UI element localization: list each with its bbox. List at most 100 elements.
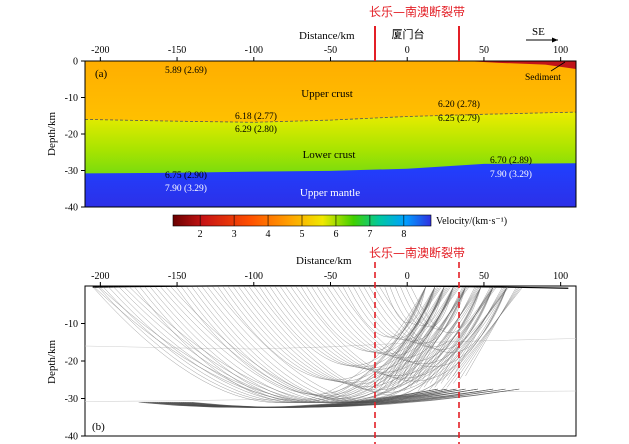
panel-a-x-tick-label: 50 xyxy=(479,45,489,56)
ray-path xyxy=(379,286,508,353)
ray-path xyxy=(385,287,460,392)
velocity-label-9: 7.90 (3.29) xyxy=(490,169,532,180)
velocity-label-4: 6.20 (2.78) xyxy=(438,99,480,110)
panel-a-x-axis-label: Distance/km xyxy=(299,30,355,42)
panel-b-x-tick-label: 0 xyxy=(405,271,410,282)
ray-path xyxy=(316,286,454,356)
panel-b-y-tick-label: -40 xyxy=(65,432,78,443)
panel-b-x-tick-label: -50 xyxy=(324,271,337,282)
ray-path xyxy=(402,287,445,377)
panel-a-y-tick-label: -30 xyxy=(65,166,78,177)
upper-mantle-region xyxy=(85,163,576,207)
ray-path xyxy=(98,286,508,403)
ray-path xyxy=(428,287,475,377)
ray-path xyxy=(397,287,457,384)
ray-path xyxy=(399,287,468,388)
ray-path xyxy=(459,287,518,380)
panel-a-y-tick-label: -40 xyxy=(65,203,78,214)
ray-path xyxy=(465,287,517,377)
colorbar-tick-label: 6 xyxy=(333,229,338,240)
panel-a-label: (a) xyxy=(95,68,108,80)
panel-b-y-tick-label: -10 xyxy=(65,319,78,330)
ray-path xyxy=(391,287,459,388)
velocity-label-3: 6.29 (2.80) xyxy=(235,124,277,135)
ray-path xyxy=(93,286,494,403)
ray-path xyxy=(453,287,520,384)
panel-a-x-tick-label: -150 xyxy=(168,45,186,56)
ray-path xyxy=(390,287,448,384)
panel-b-label: (b) xyxy=(92,421,105,433)
ray-path xyxy=(382,287,439,384)
ray-path xyxy=(436,287,492,380)
ray-path xyxy=(416,287,478,384)
ray-path xyxy=(238,286,466,387)
panel-a-y-tick-label: -10 xyxy=(65,93,78,104)
panel-a-x-tick-label: -200 xyxy=(91,45,109,56)
ray-path xyxy=(384,287,449,388)
panel-b-x-tick-label: -200 xyxy=(91,271,109,282)
colorbar-label: Velocity/(km·s⁻¹) xyxy=(436,216,507,227)
panel-a-x-tick-label: -100 xyxy=(245,45,263,56)
ray-path xyxy=(370,287,442,392)
ray-path xyxy=(358,286,454,342)
panel-b-axes: -200 -150 -100 -50 0 50 100 -10 -20 -30 -40 xyxy=(65,271,569,443)
ray-path xyxy=(442,287,491,377)
colorbar-tick-label: 4 xyxy=(266,229,271,240)
ray-path xyxy=(410,287,454,377)
ray-path xyxy=(192,388,494,408)
colorbar-tick-label: 2 xyxy=(198,229,203,240)
ray-coverage-panel: -200 -150 -100 -50 0 50 100 -10 -20 -30 -40 (b) Di… xyxy=(46,245,577,444)
panel-b-x-axis-label: Distance/km xyxy=(296,255,352,267)
ray-path xyxy=(430,287,494,384)
ray-path xyxy=(440,287,506,384)
ray-path xyxy=(259,286,426,366)
upper-mantle-label: Upper mantle xyxy=(300,187,360,199)
ray-path xyxy=(405,287,466,384)
ray-path xyxy=(434,287,508,388)
panel-b-y-axis-label: Depth/km xyxy=(46,340,58,384)
ray-path xyxy=(301,286,426,352)
mid-crust-boundary-line xyxy=(85,111,576,123)
ray-path xyxy=(422,287,477,380)
velocity-colorbar: 2 3 4 5 6 7 8 Velocity/(km·s⁻¹) xyxy=(172,214,507,240)
fault-zone-label-top: 长乐—南澳断裂带 xyxy=(369,4,465,19)
ray-path xyxy=(376,287,440,388)
ray-path xyxy=(395,286,445,326)
sediment-label: Sediment xyxy=(525,73,561,83)
direction-label: SE xyxy=(532,26,545,38)
velocity-label-5: 6.25 (2.79) xyxy=(438,113,480,124)
ray-path xyxy=(337,286,508,368)
ray-path xyxy=(417,287,463,377)
colorbar-tick-label: 7 xyxy=(367,229,372,240)
ray-path xyxy=(139,286,436,403)
panel-b-x-tick-label: -100 xyxy=(245,271,263,282)
ray-path xyxy=(275,286,454,371)
direction-arrow-head xyxy=(552,37,558,43)
ray-path xyxy=(394,287,436,377)
region-label: 厦门台 xyxy=(392,27,425,41)
velocity-label-1: 5.89 (2.69) xyxy=(165,65,207,76)
panel-a-x-tick-label: 0 xyxy=(405,45,410,56)
ray-path xyxy=(374,286,494,350)
colorbar-tick-label: 5 xyxy=(300,229,305,240)
upper-crust-label: Upper crust xyxy=(301,88,353,100)
sediment-region xyxy=(465,61,576,70)
lower-crust-label: Lower crust xyxy=(303,149,356,161)
ray-path xyxy=(411,287,465,380)
ray-path xyxy=(233,286,454,385)
panel-a-y-tick-label: -20 xyxy=(65,130,78,141)
velocity-label-7: 7.90 (3.29) xyxy=(165,183,207,194)
colorbar-tick-label: 8 xyxy=(401,229,406,240)
ray-path xyxy=(440,287,523,392)
ray-path xyxy=(453,287,503,377)
velocity-label-2: 6.18 (2.77) xyxy=(235,111,277,122)
ray-path xyxy=(446,287,521,388)
ray-path xyxy=(404,287,482,392)
colorbar-ticks: 2 3 4 5 6 7 8 xyxy=(198,215,406,240)
ray-path xyxy=(410,287,480,388)
panel-a-x-tick-label: -50 xyxy=(324,45,337,56)
ray-path xyxy=(428,287,509,392)
panel-a-x-tick-label: 100 xyxy=(553,45,568,56)
ray-path xyxy=(446,287,505,380)
panel-a-y-tick-label: 0 xyxy=(73,57,78,68)
